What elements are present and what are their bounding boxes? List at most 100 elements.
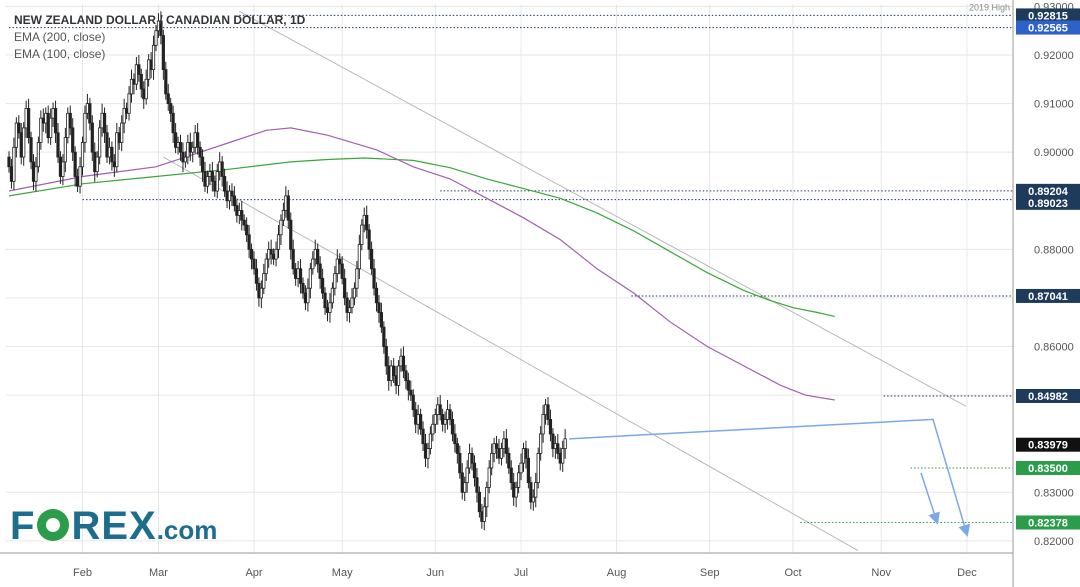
candle — [249, 243, 254, 270]
candle — [325, 299, 330, 322]
price-label-bg — [1016, 20, 1080, 35]
candle-body-down — [343, 278, 347, 299]
candle — [418, 408, 423, 435]
candle-body-down — [458, 453, 462, 474]
candle-body-down — [303, 292, 308, 304]
price-label-text: 0.83500 — [1028, 463, 1068, 475]
candle-body-down — [406, 380, 410, 391]
candle — [492, 437, 496, 463]
candle — [556, 433, 560, 460]
candle — [112, 154, 116, 177]
candle — [529, 476, 533, 510]
candle-body-down — [257, 282, 261, 299]
price-label-text: 0.84982 — [1028, 391, 1068, 403]
candle — [448, 403, 452, 426]
candle — [475, 467, 479, 503]
candle-body-down — [29, 137, 33, 163]
candle-body-up — [536, 453, 540, 483]
candle-body-up — [193, 132, 197, 148]
candle — [298, 259, 303, 294]
candle — [203, 161, 207, 193]
candle — [384, 338, 388, 375]
x-tick-label: Oct — [784, 567, 801, 579]
candle-body-up — [519, 462, 523, 474]
candle — [426, 442, 430, 469]
candle-body-down — [26, 108, 31, 139]
candle — [122, 98, 126, 134]
candle — [416, 404, 420, 435]
candle-body-up — [205, 176, 210, 187]
candle — [68, 105, 72, 136]
candle — [132, 73, 136, 95]
candle — [490, 443, 494, 476]
candle-body-up — [51, 108, 55, 119]
candle-body-up — [428, 433, 433, 449]
candle-body-down — [102, 112, 107, 134]
candle-body-down — [475, 477, 479, 493]
x-tick-label: Feb — [73, 567, 92, 579]
ema100-line — [8, 127, 835, 401]
candle — [536, 447, 540, 489]
candle-body-down — [387, 365, 391, 381]
x-tick-label: Jul — [514, 567, 528, 579]
candle — [534, 472, 538, 508]
candle-body-down — [169, 103, 173, 114]
candle-body-down — [164, 69, 168, 95]
candle — [477, 486, 482, 518]
candle — [110, 141, 114, 171]
candle — [220, 156, 224, 187]
candle — [159, 11, 163, 45]
candle-body-down — [220, 161, 224, 177]
candle-body-down — [404, 370, 408, 381]
candle-body-down — [159, 20, 163, 36]
candle — [441, 408, 445, 432]
candle-body-up — [107, 146, 112, 158]
candle — [406, 372, 410, 401]
price-label: 0.89204 — [1016, 183, 1080, 198]
candle — [208, 163, 212, 186]
candle-body-up — [308, 268, 312, 289]
candle-body-down — [423, 443, 428, 459]
candle-body-down — [418, 414, 423, 430]
candle — [509, 460, 513, 490]
candle-body-up — [276, 234, 281, 250]
candle-body-up — [264, 258, 268, 275]
candle — [73, 146, 77, 187]
candle — [242, 214, 246, 231]
price-label: 0.87041 — [1016, 288, 1080, 303]
price-label: 0.89023 — [1016, 195, 1080, 210]
candle — [553, 435, 557, 459]
legend-ema100: EMA (100, close) — [14, 47, 106, 61]
x-tick-label: May — [332, 567, 353, 579]
candle — [127, 86, 131, 121]
candle — [438, 395, 442, 421]
chart-title: NEW ZEALAND DOLLAR / CANADIAN DOLLAR, 1D — [14, 13, 306, 27]
candle — [372, 259, 376, 296]
candle — [472, 455, 477, 487]
candle — [396, 360, 401, 396]
candle — [355, 261, 359, 297]
candle-body-up — [534, 482, 538, 498]
candle-body-down — [316, 248, 320, 265]
candles-layer — [7, 11, 567, 531]
candle — [205, 170, 210, 194]
candle-body-up — [218, 161, 222, 173]
candle — [365, 205, 369, 239]
candle — [421, 421, 425, 451]
candle-body-up — [279, 219, 283, 236]
candle — [392, 358, 396, 383]
candle-body-down — [132, 78, 136, 85]
candle — [308, 262, 312, 299]
candle — [186, 134, 190, 165]
candle — [436, 397, 440, 425]
grid-layer — [6, 4, 1013, 553]
candle-body-up — [333, 273, 337, 289]
x-tick-label: Mar — [149, 567, 168, 579]
candle — [46, 105, 50, 144]
candle — [335, 249, 339, 283]
candle — [257, 277, 261, 307]
candle — [347, 299, 352, 323]
candle — [198, 141, 202, 166]
candle-body-down — [71, 127, 75, 153]
candle-body-up — [49, 117, 53, 139]
